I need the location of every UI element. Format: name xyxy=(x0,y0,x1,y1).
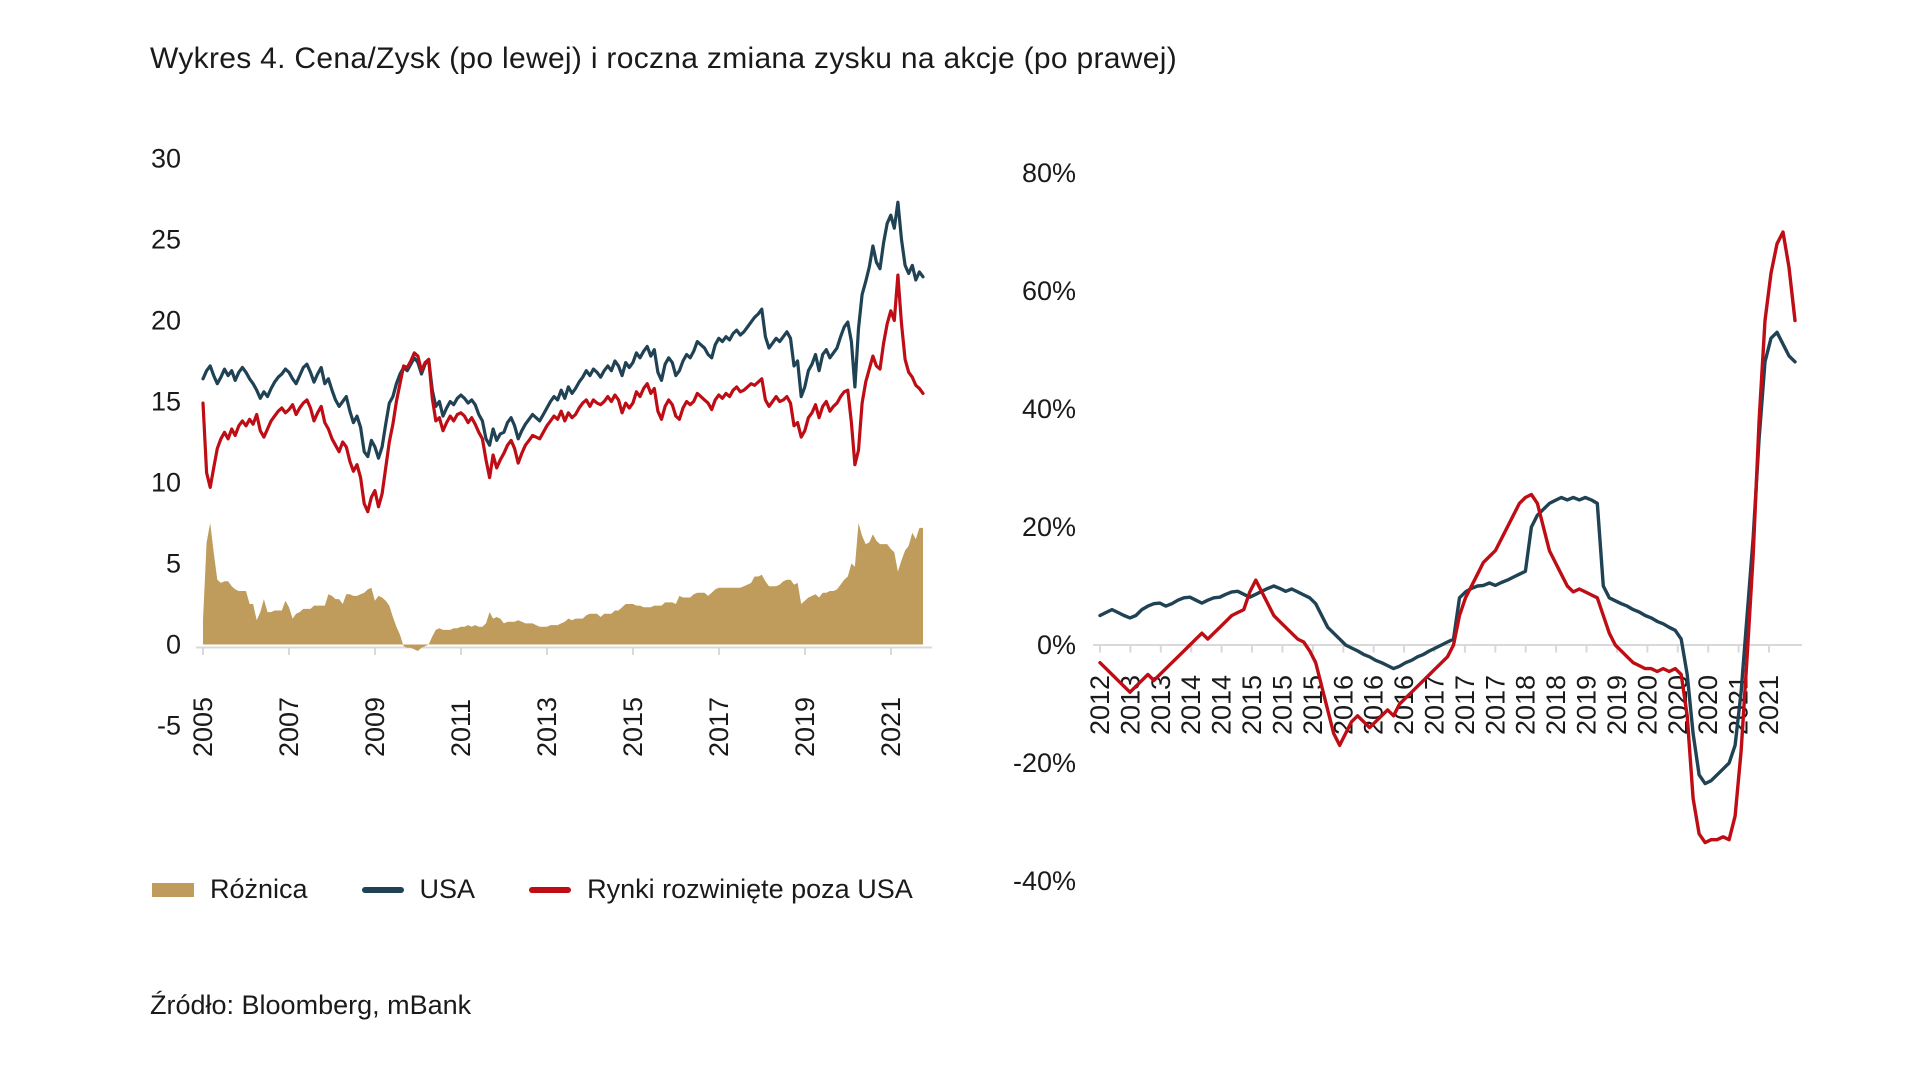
rynki-eps-line xyxy=(1098,230,1797,845)
right-x-tick-label: 2019 xyxy=(1602,675,1632,735)
legend-label-rynki: Rynki rozwinięte poza USA xyxy=(587,874,913,904)
right-x-tick-label: 2018 xyxy=(1541,675,1571,735)
right-x-tick-label: 2013 xyxy=(1146,675,1176,735)
left-x-tick-label: 2005 xyxy=(188,697,218,757)
right-x-tick-label: 2017 xyxy=(1420,675,1450,735)
left-y-tick-label: -5 xyxy=(157,711,181,741)
right-x-tick-label: 2015 xyxy=(1237,675,1267,735)
legend-item-rynki: Rynki rozwinięte poza USA xyxy=(529,874,913,905)
right-x-tick-label: 2015 xyxy=(1267,675,1297,735)
page-title: Wykres 4. Cena/Zysk (po lewej) i roczna … xyxy=(150,42,1177,75)
left-x-tick-label: 2013 xyxy=(532,697,562,757)
left-x-tick-label: 2009 xyxy=(360,697,390,757)
left-x-tick-label: 2015 xyxy=(618,697,648,757)
left-y-tick-label: 10 xyxy=(151,468,181,498)
source-note: Źródło: Bloomberg, mBank xyxy=(150,990,472,1020)
right-x-tick-label: 2014 xyxy=(1207,675,1237,735)
left-x-tick-label: 2011 xyxy=(446,699,476,757)
right-x-tick-label: 2018 xyxy=(1511,675,1541,735)
roznica-area xyxy=(203,523,923,651)
rynki-line-swatch-icon xyxy=(529,886,572,893)
left-y-tick-label: 25 xyxy=(151,225,181,255)
left-y-tick-label: 20 xyxy=(151,306,181,336)
right-x-tick-label: 2014 xyxy=(1176,675,1206,735)
usa-line-swatch-icon xyxy=(361,886,404,893)
right-x-tick-label: 2017 xyxy=(1450,675,1480,735)
right-x-tick-label: 2020 xyxy=(1632,675,1662,735)
left-x-tick-label: 2017 xyxy=(704,697,734,757)
right-x-tick-label: 2019 xyxy=(1572,675,1602,735)
legend-label-roznica: Różnica xyxy=(210,874,308,904)
usa-eps-line xyxy=(1098,330,1797,786)
right-x-tick-label: 2017 xyxy=(1480,675,1510,735)
left-x-tick-label: 2007 xyxy=(274,697,304,757)
legend-item-roznica: Różnica xyxy=(152,874,308,905)
right-y-tick-label: 60% xyxy=(1022,276,1076,306)
left-y-tick-label: 0 xyxy=(166,630,181,660)
right-y-tick-label: 80% xyxy=(1022,158,1076,188)
left-x-tick-label: 2021 xyxy=(876,697,906,757)
rynki-pe-line xyxy=(201,273,925,514)
roznica-area-swatch-icon xyxy=(152,882,194,897)
legend-item-usa: USA xyxy=(361,874,476,905)
right-x-tick-label: 2012 xyxy=(1085,675,1115,735)
left-y-tick-label: 30 xyxy=(151,144,181,174)
right-y-tick-label: 40% xyxy=(1022,394,1076,424)
left-x-tick-label: 2019 xyxy=(790,697,820,757)
right-x-tick-label: 2015 xyxy=(1298,675,1328,735)
legend-label-usa: USA xyxy=(419,874,476,904)
right-y-tick-label: 0% xyxy=(1037,630,1076,660)
right-x-tick-label: 2021 xyxy=(1754,675,1784,735)
left-y-tick-label: 15 xyxy=(151,387,181,417)
left-y-tick-label: 5 xyxy=(166,549,181,579)
legend: Różnica USA Rynki rozwinięte poza USA xyxy=(152,874,967,905)
usa-pe-line xyxy=(201,200,925,460)
right-y-tick-label: -20% xyxy=(1013,748,1076,778)
right-y-tick-label: -40% xyxy=(1013,866,1076,896)
right-x-tick-label: 2020 xyxy=(1693,675,1723,735)
right-x-tick-label: 2016 xyxy=(1359,675,1389,735)
right-y-tick-label: 20% xyxy=(1022,512,1076,542)
right-x-tick-label: 2016 xyxy=(1389,675,1419,735)
